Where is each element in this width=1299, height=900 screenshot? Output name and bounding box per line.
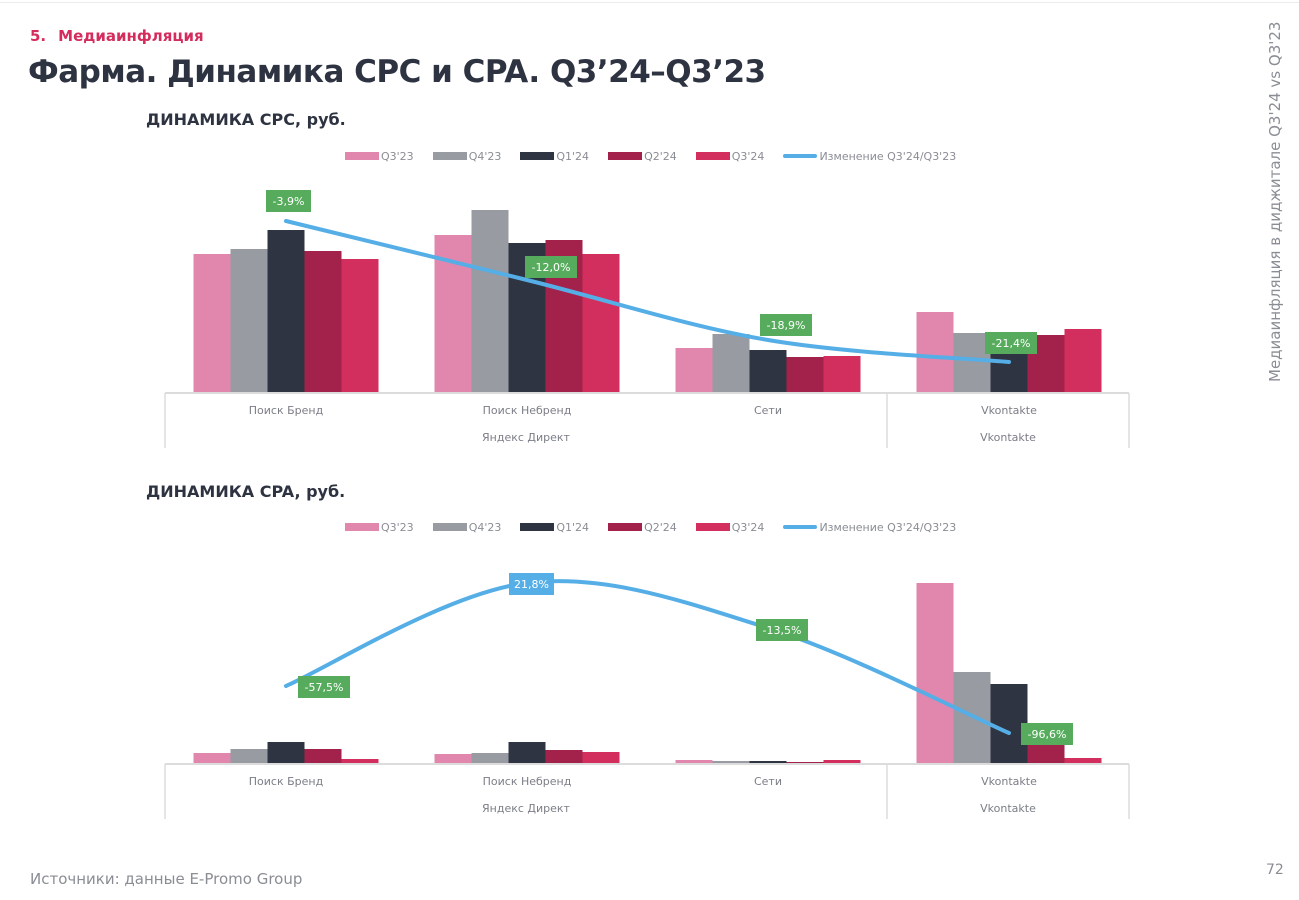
- legend-swatch: [520, 523, 555, 531]
- sidebar-caption: Медиаинфляция в диджитале Q3'24 vs Q3'23: [1266, 21, 1284, 382]
- legend-item-q1-24: Q1'24: [520, 150, 589, 163]
- legend-line: [783, 525, 818, 529]
- bar-vkontakte-q3-23: [916, 312, 954, 392]
- legend-swatch: [432, 523, 467, 531]
- x-group-label: Яндекс Директ: [482, 431, 571, 444]
- legend-item-q3-23: Q3'23: [345, 150, 414, 163]
- legend-item-q4-23: Q4'23: [432, 520, 502, 534]
- legend-line: [783, 154, 818, 158]
- x-group-label: Vkontakte: [980, 431, 1036, 444]
- x-tick-label: Сети: [754, 404, 782, 417]
- bar-поиск-бренд-q3-24: [341, 259, 379, 392]
- legend-label: Q2'24: [644, 149, 677, 163]
- data-label: -18,9%: [760, 314, 812, 336]
- legend-swatch: [432, 152, 467, 160]
- bar-vkontakte-q3-24: [1064, 329, 1102, 392]
- legend-item-change: Изменение Q3'24/Q3'23: [783, 521, 956, 534]
- legend-item-q1-24: Q1'24: [520, 521, 589, 534]
- section-name: Медиаинфляция: [58, 27, 204, 45]
- bar-поиск-небренд-q3-24: [582, 254, 620, 392]
- legend-label: Q3'24: [731, 520, 765, 534]
- bar-поиск-небренд-q4-23: [471, 210, 509, 392]
- cpa-legend: Q3'23 Q4'23 Q1'24 Q2'24 Q3'24 Изменение …: [345, 519, 975, 535]
- legend-swatch: [608, 152, 643, 160]
- bar-поиск-бренд-q4-23: [230, 249, 268, 392]
- bar-сети-q3-24: [823, 356, 861, 392]
- bar-сети-q4-23: [712, 334, 750, 392]
- bar-сети-q3-23: [675, 348, 713, 392]
- change-line: [284, 219, 1011, 364]
- bar-сети-q1-24: [749, 350, 787, 392]
- bar-vkontakte-q4-23: [953, 333, 991, 392]
- legend-item-q2-24: Q2'24: [608, 521, 677, 534]
- legend-label: Q1'24: [556, 149, 590, 163]
- legend-label: Q4'23: [468, 149, 502, 163]
- legend-item-q3-23: Q3'23: [345, 521, 414, 534]
- data-label: -21,4%: [985, 332, 1037, 354]
- legend-label: Q3'24: [731, 149, 765, 163]
- data-label-text: -3,9%: [273, 195, 305, 208]
- legend-label: Q4'23: [468, 520, 502, 534]
- legend-item-q4-23: Q4'23: [432, 149, 502, 163]
- data-label: -3,9%: [266, 190, 311, 212]
- data-label-text: -21,4%: [992, 337, 1031, 350]
- legend-label: Q1'24: [556, 520, 590, 534]
- page-number: 72: [1266, 862, 1284, 878]
- cpc-legend: Q3'23 Q4'23 Q1'24 Q2'24 Q3'24 Изменение …: [345, 148, 975, 164]
- legend-swatch: [608, 523, 643, 531]
- legend-label: Q3'23: [381, 149, 414, 163]
- section-number: 5.: [30, 27, 47, 45]
- legend-swatch: [520, 152, 555, 160]
- data-label-text: -18,9%: [767, 319, 806, 332]
- section-heading: 5. Медиаинфляция: [30, 27, 204, 45]
- legend-label: Изменение Q3'24/Q3'23: [819, 520, 957, 534]
- bar-поиск-бренд-q1-24: [267, 230, 305, 392]
- x-tick-label: Поиск Небренд: [483, 404, 572, 417]
- legend-item-q3-24: Q3'24: [695, 520, 765, 534]
- source-note: Источники: данные E-Promo Group: [30, 870, 303, 888]
- cpc-chart-title: ДИНАМИКА CPC, руб.: [146, 110, 346, 129]
- data-label-text: -12,0%: [532, 261, 571, 274]
- bar-поиск-бренд-q3-23: [193, 254, 231, 392]
- legend-label: Изменение Q3'24/Q3'23: [819, 149, 957, 163]
- cpa-chart-title: ДИНАМИКА CPA, руб.: [146, 482, 346, 501]
- legend-swatch: [345, 152, 379, 160]
- legend-swatch: [695, 523, 730, 531]
- bar-сети-q2-24: [786, 357, 824, 392]
- bar-поиск-бренд-q2-24: [304, 251, 342, 392]
- legend-swatch: [345, 523, 379, 531]
- legend-item-q3-24: Q3'24: [695, 149, 765, 163]
- page-title: Фарма. Динамика CPC и CPA. Q3’24–Q3’23: [28, 54, 766, 90]
- legend-label: Q2'24: [644, 520, 677, 534]
- top-divider: [0, 2, 1299, 3]
- x-tick-label: Поиск Бренд: [249, 404, 324, 417]
- legend-label: Q3'23: [381, 520, 414, 534]
- x-tick-label: Vkontakte: [981, 404, 1037, 417]
- data-label: -12,0%: [525, 256, 577, 278]
- legend-item-change: Изменение Q3'24/Q3'23: [783, 150, 956, 163]
- legend-swatch: [695, 152, 730, 160]
- legend-item-q2-24: Q2'24: [608, 150, 677, 163]
